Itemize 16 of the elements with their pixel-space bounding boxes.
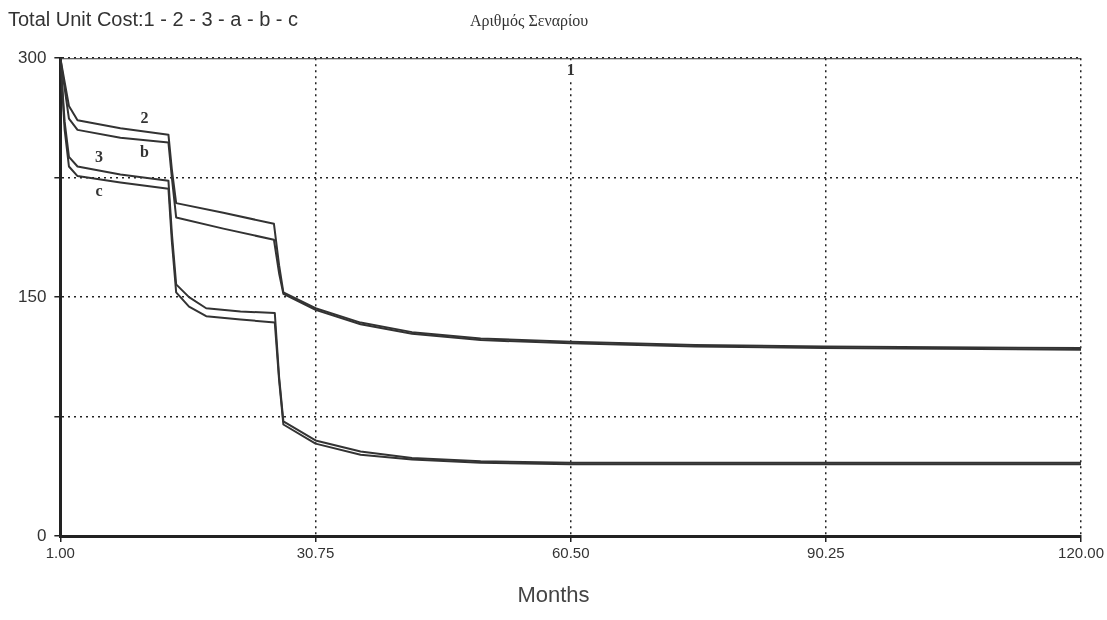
y-tick-label: 300: [17, 47, 47, 67]
series-label: 2: [140, 108, 149, 126]
x-tick-label: 1.00: [45, 544, 75, 562]
y-axis-title: Total Unit Cost:1 - 2 - 3 - a - b - c: [8, 8, 299, 31]
series-label: 3: [94, 147, 103, 165]
chart-title: Αριθμός Σεναρίου: [470, 12, 589, 30]
series-label: b: [139, 143, 149, 161]
x-tick-label: 90.25: [807, 544, 845, 562]
y-tick-label: 150: [17, 286, 47, 306]
y-tick-label: 0: [36, 525, 47, 545]
x-tick-label: 60.50: [551, 544, 590, 562]
series-label: c: [95, 182, 103, 200]
x-axis-title: Months: [516, 582, 591, 608]
series-label: 1: [566, 61, 575, 79]
x-tick-label: 120.00: [1058, 544, 1105, 562]
x-tick-label: 30.75: [296, 544, 335, 562]
